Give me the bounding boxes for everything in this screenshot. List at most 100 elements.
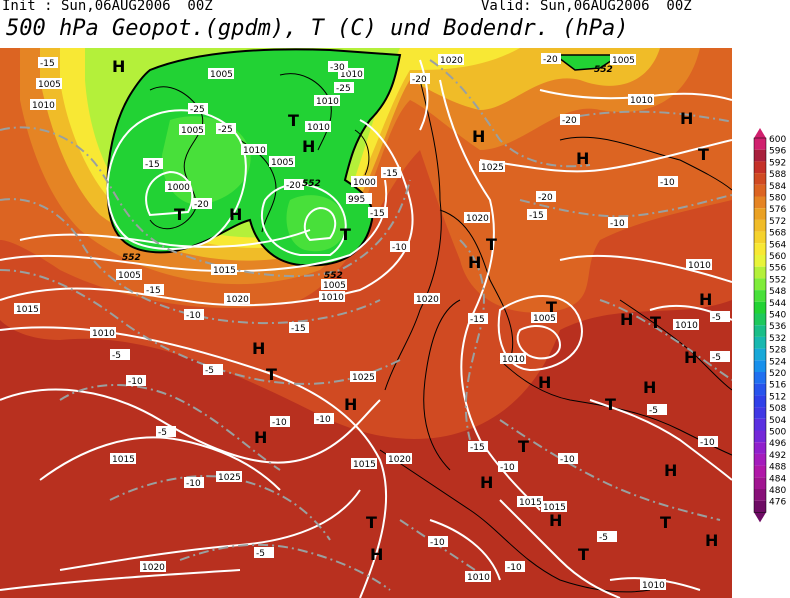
legend-label: 592 <box>769 158 786 168</box>
high-center: H <box>538 373 551 392</box>
temperature-labels: -15 -25 -25 -30 -25 -20 -15 -20 -20 -15 … <box>38 53 730 573</box>
isobar-label: 1005 <box>612 56 635 66</box>
isotherm-label: -10 <box>507 563 522 573</box>
isobar-label: 1010 <box>340 70 363 80</box>
legend-swatch <box>754 219 766 232</box>
isotherm-label: -5 <box>649 406 658 416</box>
isotherm-label: -10 <box>186 311 201 321</box>
isotherm-label: -20 <box>543 55 558 65</box>
legend-swatch <box>754 138 766 150</box>
legend-label: 536 <box>769 322 786 332</box>
isotherm-label: -20 <box>286 181 301 191</box>
high-center: H <box>664 461 677 480</box>
legend-swatch <box>754 383 766 396</box>
high-center: H <box>472 127 485 146</box>
isotherm-label: -10 <box>700 438 715 448</box>
isobar-label: 1000 <box>353 178 376 188</box>
isobar-label: 1010 <box>688 261 711 271</box>
high-center: H <box>229 205 242 224</box>
legend-swatch <box>754 372 766 384</box>
legend-label: 504 <box>769 416 786 426</box>
isobar-label: 1025 <box>481 163 504 173</box>
low-center: T <box>660 513 671 532</box>
high-center: H <box>370 545 383 564</box>
low-center: T <box>518 437 529 456</box>
legend-swatch <box>754 430 766 443</box>
isobar-label: 1020 <box>142 563 165 573</box>
isotherm-label: -15 <box>470 443 485 453</box>
isotherm-label: -15 <box>145 160 160 170</box>
isotherm-label: -5 <box>712 353 721 363</box>
isobar-label: 1020 <box>466 214 489 224</box>
low-center: T <box>650 313 661 332</box>
isobar-label: 1005 <box>210 70 233 80</box>
legend-swatch <box>754 360 766 372</box>
legend-label: 492 <box>769 451 786 461</box>
isotherm-label: -10 <box>316 415 331 425</box>
isotherm-label: -20 <box>412 75 427 85</box>
legend-label: 560 <box>769 252 786 262</box>
legend-label: 516 <box>769 381 786 391</box>
isobar-label: 1010 <box>32 101 55 111</box>
pressure-centers: H H H H H H H H H H H H H H H H H H H H … <box>112 57 718 564</box>
legend-swatch <box>754 278 766 291</box>
isotherm-label: -25 <box>190 105 205 115</box>
legend-label: 600 <box>769 135 786 145</box>
legend-swatch <box>754 290 766 302</box>
isotherm-label: -15 <box>529 211 544 221</box>
low-center: T <box>605 395 616 414</box>
isotherm-label: -5 <box>599 533 608 543</box>
isobar-label: 1005 <box>181 126 204 136</box>
legend-label: 532 <box>769 334 786 344</box>
legend-swatches <box>753 128 767 523</box>
isobar-label: 1015 <box>213 266 236 276</box>
legend-label: 572 <box>769 217 786 227</box>
isotherm-label: -5 <box>158 428 167 438</box>
high-center: H <box>684 348 697 367</box>
legend-label: 596 <box>769 147 786 157</box>
legend-arrow-down <box>754 512 766 523</box>
low-center: T <box>578 545 589 564</box>
legend-label: 508 <box>769 404 786 414</box>
isobar-label: 1010 <box>502 355 525 365</box>
legend-swatch <box>754 149 766 162</box>
low-center: T <box>288 111 299 130</box>
legend-label: 548 <box>769 287 786 297</box>
legend-label: 476 <box>769 498 786 508</box>
legend-label: 540 <box>769 311 786 321</box>
legend-swatch <box>754 418 766 431</box>
isobar-label: 1010 <box>642 581 665 591</box>
legend-swatch <box>754 477 766 489</box>
chart-title: 500 hPa Geopot.(gpdm), T (C) und Bodendr… <box>6 16 629 41</box>
isobar-label: 1005 <box>323 281 346 291</box>
isotherms <box>0 59 732 591</box>
legend-swatch <box>754 395 766 408</box>
legend-swatch <box>754 266 766 279</box>
isotherm-label: -15 <box>40 59 55 69</box>
isotherm-label: -10 <box>560 455 575 465</box>
low-center: T <box>266 365 277 384</box>
legend-swatch <box>754 255 766 267</box>
high-center: H <box>112 57 125 76</box>
legend-label: 544 <box>769 299 786 309</box>
isotherm-label: -10 <box>660 178 675 188</box>
pressure-labels: 1005 1010 1005 1010 1010 1010 1005 1010 … <box>14 54 712 591</box>
isotherm-label: -15 <box>146 286 161 296</box>
isobar-label: 1010 <box>92 329 115 339</box>
isotherm-label: -15 <box>291 324 306 334</box>
high-center: H <box>680 109 693 128</box>
cold-pool-ne <box>552 54 623 71</box>
high-center: H <box>576 149 589 168</box>
isotherm-label: -10 <box>430 538 445 548</box>
high-center: H <box>480 473 493 492</box>
isobar-label: 995 <box>348 195 365 205</box>
isotherm-label: -5 <box>205 366 214 376</box>
legend-arrow-up <box>754 128 766 138</box>
high-center: H <box>549 511 562 530</box>
legend-label: 488 <box>769 463 786 473</box>
isobar-label: 1005 <box>271 158 294 168</box>
legend-label: 584 <box>769 182 786 192</box>
legend-swatch <box>754 208 766 220</box>
isobar-label: 1010 <box>321 293 344 303</box>
legend-label: 484 <box>769 474 786 484</box>
